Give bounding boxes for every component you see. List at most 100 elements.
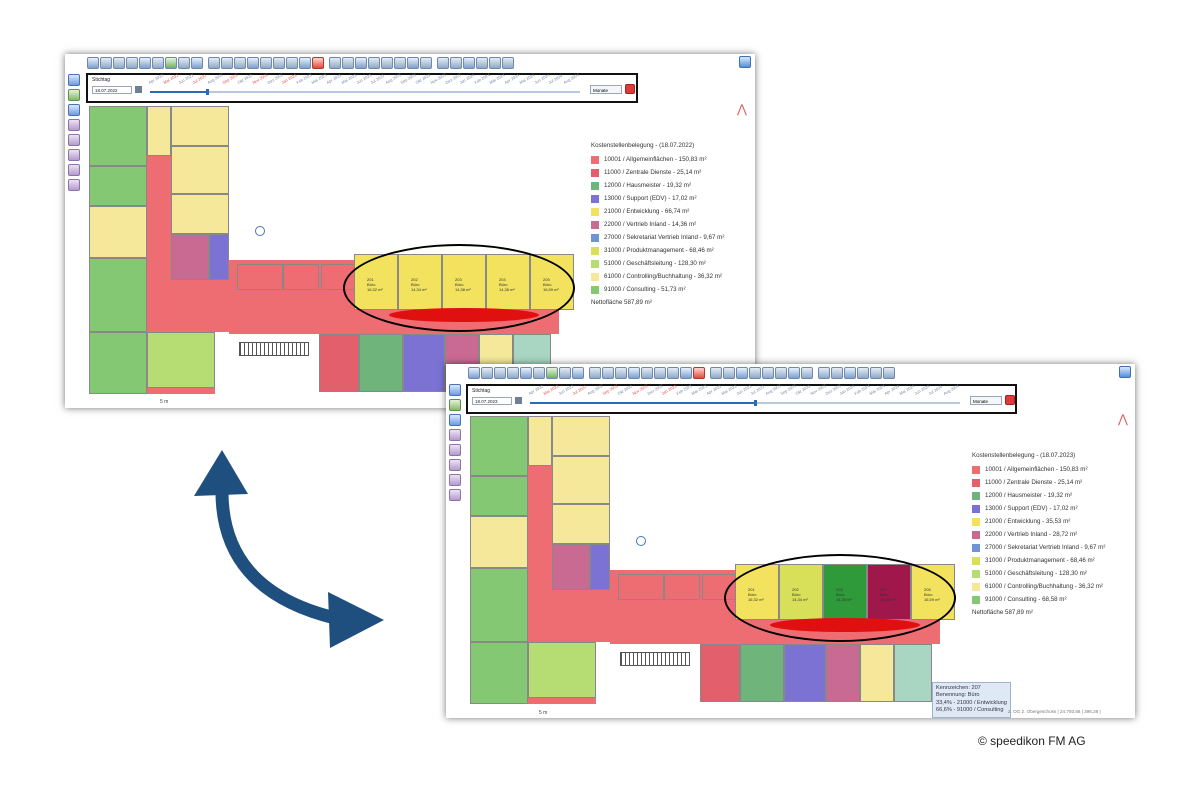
toolbar-button[interactable]: [641, 367, 653, 379]
room[interactable]: [359, 334, 403, 392]
toolbar-button[interactable]: [260, 57, 272, 69]
toolbar-button[interactable]: [247, 57, 259, 69]
timeline-slider-knob[interactable]: [753, 400, 757, 406]
room[interactable]: [470, 516, 528, 568]
side-tool-button[interactable]: [449, 414, 461, 426]
toolbar-button[interactable]: [870, 367, 882, 379]
calendar-icon[interactable]: [135, 86, 142, 93]
side-tool-button[interactable]: [68, 119, 80, 131]
toolbar-button[interactable]: [407, 57, 419, 69]
room[interactable]: [89, 258, 147, 332]
side-tool-button[interactable]: [68, 74, 80, 86]
toolbar-button[interactable]: [368, 57, 380, 69]
room[interactable]: [618, 574, 664, 600]
room[interactable]: [89, 332, 147, 394]
side-tool-button[interactable]: [449, 489, 461, 501]
toolbar-button[interactable]: [736, 367, 748, 379]
room[interactable]: [552, 416, 610, 456]
toolbar-button[interactable]: [749, 367, 761, 379]
room[interactable]: [470, 416, 528, 476]
room[interactable]: [552, 504, 610, 544]
toolbar-button[interactable]: [546, 367, 558, 379]
room[interactable]: [470, 476, 528, 516]
toolbar-button[interactable]: [788, 367, 800, 379]
user-icon[interactable]: [1119, 366, 1131, 378]
toolbar-button[interactable]: [299, 57, 311, 69]
side-tool-button[interactable]: [449, 399, 461, 411]
room[interactable]: [590, 544, 610, 590]
room[interactable]: [470, 568, 528, 642]
toolbar-button[interactable]: [420, 57, 432, 69]
toolbar-button[interactable]: [520, 367, 532, 379]
room[interactable]: [89, 166, 147, 206]
toolbar-button[interactable]: [857, 367, 869, 379]
toolbar-button[interactable]: [139, 57, 151, 69]
room[interactable]: [283, 264, 319, 290]
room[interactable]: [171, 146, 229, 194]
toolbar-button[interactable]: [602, 367, 614, 379]
room[interactable]: [528, 642, 596, 698]
side-tool-button[interactable]: [449, 384, 461, 396]
room[interactable]: [147, 332, 215, 388]
toolbar-button[interactable]: [113, 57, 125, 69]
toolbar-button[interactable]: [654, 367, 666, 379]
toolbar-button[interactable]: [589, 367, 601, 379]
toolbar-button[interactable]: [450, 57, 462, 69]
toolbar-button[interactable]: [221, 57, 233, 69]
toolbar-button[interactable]: [208, 57, 220, 69]
toolbar-button[interactable]: [481, 367, 493, 379]
timeline-slider[interactable]: [150, 89, 580, 95]
side-tool-button[interactable]: [449, 474, 461, 486]
room[interactable]: [171, 194, 229, 234]
floor-plan[interactable]: 201 Büro 16,32 m² 202 Büro 14,34 m² 203 Büro 14,…: [89, 106, 575, 406]
side-tool-button[interactable]: [68, 89, 80, 101]
toolbar-button[interactable]: [178, 57, 190, 69]
toolbar-button[interactable]: [312, 57, 324, 69]
toolbar-button[interactable]: [615, 367, 627, 379]
room[interactable]: [209, 234, 229, 280]
room[interactable]: [552, 544, 590, 590]
side-tool-button[interactable]: [68, 104, 80, 116]
reset-button[interactable]: [1005, 395, 1015, 405]
room[interactable]: [171, 234, 209, 280]
toolbar-button[interactable]: [342, 57, 354, 69]
room[interactable]: [89, 206, 147, 258]
toolbar-button[interactable]: [437, 57, 449, 69]
room[interactable]: [147, 106, 171, 156]
toolbar-button[interactable]: [883, 367, 895, 379]
toolbar-button[interactable]: [100, 57, 112, 69]
room[interactable]: [784, 644, 826, 702]
toolbar-button[interactable]: [191, 57, 203, 69]
toolbar-button[interactable]: [723, 367, 735, 379]
room[interactable]: [740, 644, 784, 702]
room[interactable]: [528, 416, 552, 466]
toolbar-button[interactable]: [234, 57, 246, 69]
toolbar-button[interactable]: [355, 57, 367, 69]
room[interactable]: [860, 644, 894, 702]
toolbar-button[interactable]: [680, 367, 692, 379]
toolbar-button[interactable]: [152, 57, 164, 69]
toolbar-button[interactable]: [693, 367, 705, 379]
room[interactable]: [89, 106, 147, 166]
toolbar-button[interactable]: [329, 57, 341, 69]
side-tool-button[interactable]: [68, 179, 80, 191]
toolbar-button[interactable]: [381, 57, 393, 69]
date-field[interactable]: 18.07.2022: [92, 86, 132, 94]
toolbar-button[interactable]: [628, 367, 640, 379]
room[interactable]: [700, 644, 740, 702]
toolbar-button[interactable]: [762, 367, 774, 379]
reset-button[interactable]: [625, 84, 635, 94]
unit-select[interactable]: Monate: [590, 85, 622, 94]
toolbar-button[interactable]: [165, 57, 177, 69]
toolbar-button[interactable]: [507, 367, 519, 379]
toolbar-button[interactable]: [489, 57, 501, 69]
room[interactable]: [171, 106, 229, 146]
toolbar-button[interactable]: [463, 57, 475, 69]
room[interactable]: [664, 574, 700, 600]
room[interactable]: [319, 334, 359, 392]
toolbar-button[interactable]: [559, 367, 571, 379]
toolbar-button[interactable]: [818, 367, 830, 379]
room[interactable]: [470, 642, 528, 704]
toolbar-button[interactable]: [273, 57, 285, 69]
floor-plan[interactable]: 201 Büro 16,32 m² 202 Büro 14,34 m² 203 Büro 14,…: [470, 416, 956, 716]
